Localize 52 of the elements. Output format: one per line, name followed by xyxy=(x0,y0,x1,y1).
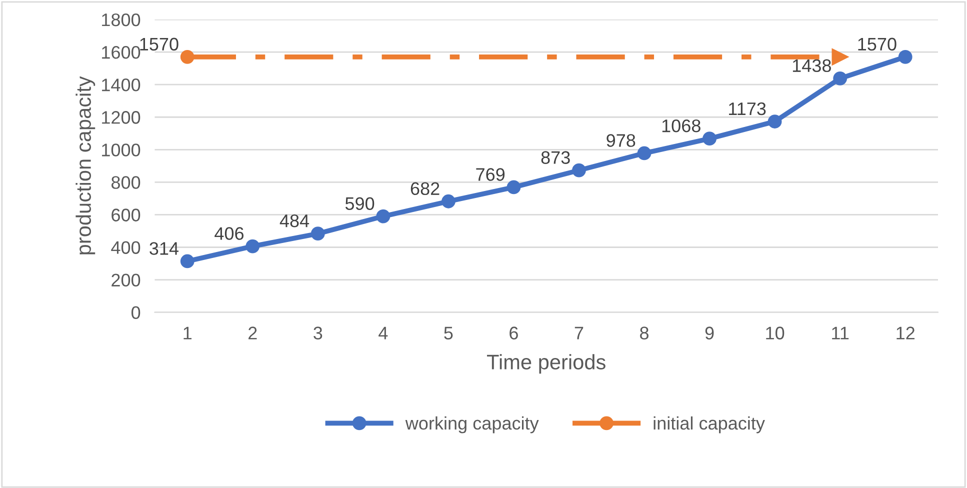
y-tick-label: 800 xyxy=(111,176,140,189)
x-tick-label: 2 xyxy=(248,326,257,340)
x-tick-label: 9 xyxy=(705,326,714,340)
data-label: 484 xyxy=(280,214,310,228)
x-axis-title: Time periods xyxy=(487,354,606,374)
y-tick-label: 1600 xyxy=(102,46,140,59)
y-tick-label: 1000 xyxy=(102,144,140,156)
y-tick-label: 0 xyxy=(131,306,140,320)
point xyxy=(833,71,848,86)
point xyxy=(768,114,782,128)
point xyxy=(180,50,194,64)
data-label: 1570 xyxy=(858,38,896,51)
x-tick-label: 8 xyxy=(640,326,648,340)
y-tick-label: 400 xyxy=(111,241,140,254)
data-label: 1570 xyxy=(140,38,178,51)
x-tick-label: 1 xyxy=(184,326,192,340)
legend-label: working capacity xyxy=(405,416,539,434)
point xyxy=(572,163,586,178)
point xyxy=(702,132,716,146)
point xyxy=(310,226,325,241)
data-label: 314 xyxy=(150,242,178,255)
x-tick-label: 10 xyxy=(766,326,784,340)
point xyxy=(180,254,194,268)
y-axis-title: production capacity xyxy=(76,76,96,254)
x-tick-label: 4 xyxy=(378,326,388,340)
point xyxy=(898,50,912,64)
data-label: 682 xyxy=(410,182,440,196)
data-label: 873 xyxy=(541,151,570,164)
y-tick-label: 1200 xyxy=(102,111,140,124)
data-label: 978 xyxy=(606,134,636,147)
data-label: 1068 xyxy=(662,119,700,132)
point xyxy=(376,209,390,224)
y-tick-label: 200 xyxy=(112,274,140,287)
point xyxy=(637,146,652,160)
x-tick-label: 5 xyxy=(444,326,453,340)
point xyxy=(506,180,521,194)
x-tick-label: 11 xyxy=(832,326,849,340)
x-tick-label: 6 xyxy=(510,326,518,340)
x-tick-label: 7 xyxy=(574,326,584,340)
x-tick-label: 12 xyxy=(896,326,914,340)
y-tick-label: 600 xyxy=(112,208,140,222)
y-tick-label: 1400 xyxy=(102,78,140,92)
data-label: 406 xyxy=(214,227,244,240)
x-tick-label: 3 xyxy=(314,326,322,340)
data-label: 1173 xyxy=(729,102,766,116)
data-label: 769 xyxy=(476,168,505,181)
legend-label: initial capacity xyxy=(654,416,765,434)
data-label: 590 xyxy=(345,197,374,210)
point xyxy=(442,194,456,208)
data-label: 1438 xyxy=(792,59,831,72)
y-tick-label: 1800 xyxy=(102,13,140,26)
point xyxy=(246,239,260,254)
